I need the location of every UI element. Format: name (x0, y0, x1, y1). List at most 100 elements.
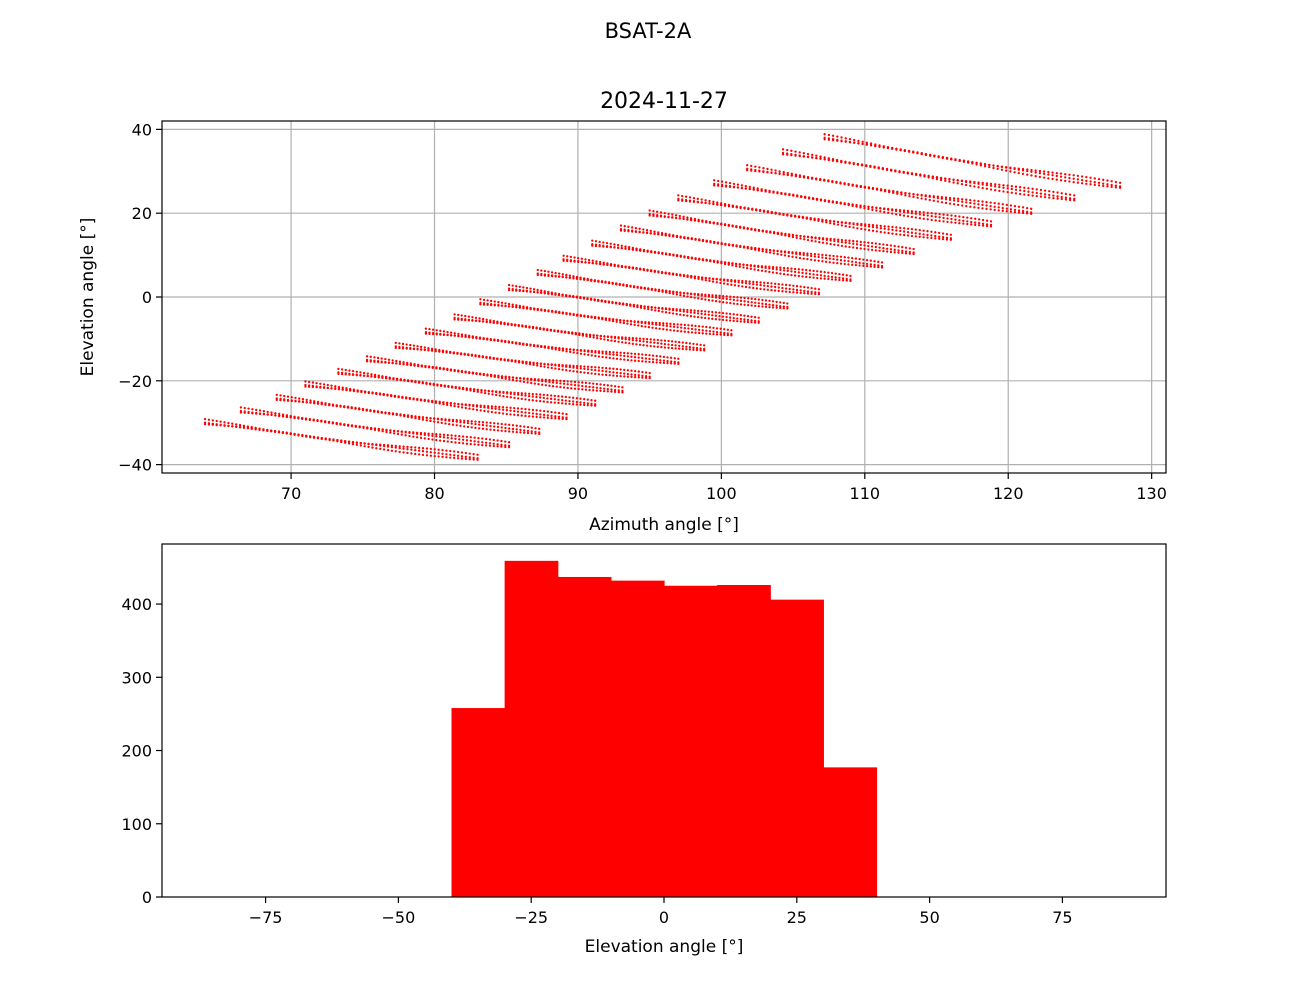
scatter-point (586, 404, 589, 407)
scatter-point (553, 330, 556, 333)
scatter-point (764, 299, 768, 302)
scatter-point (1042, 176, 1046, 179)
scatter-point (809, 217, 812, 220)
scatter-point (776, 191, 779, 194)
scatter-point (938, 231, 941, 235)
scatter-point (415, 431, 419, 434)
scatter-point (354, 407, 357, 410)
histogram-bars (451, 560, 878, 897)
scatter-point (621, 341, 624, 344)
scatter-point (855, 243, 859, 246)
scatter-point (642, 344, 645, 347)
scatter-point (406, 451, 409, 455)
scatter-point (621, 389, 624, 393)
scatter-point (636, 286, 639, 289)
scatter-point (723, 223, 727, 227)
scatter-point (682, 215, 685, 218)
scatter-point (622, 284, 625, 287)
scatter-point (490, 299, 493, 303)
scatter-point (650, 250, 653, 253)
scatter-point (782, 173, 785, 176)
scatter-point (923, 174, 926, 178)
scatter-point (981, 203, 984, 207)
scatter-point (501, 408, 505, 411)
scatter-point (755, 281, 759, 284)
scatter-point (680, 330, 683, 333)
scatter-point (647, 288, 650, 291)
scatter-point (349, 387, 352, 391)
scatter-point (906, 211, 910, 214)
scatter-point (713, 179, 716, 182)
scatter-point (825, 221, 828, 224)
scatter-point (738, 226, 742, 229)
scatter-point (606, 262, 609, 265)
scatter-point (431, 400, 434, 403)
scatter-point (629, 323, 633, 326)
scatter-point (465, 439, 469, 442)
scatter-point (1072, 174, 1075, 177)
scatter-point (792, 291, 795, 294)
scatter-point (434, 348, 437, 351)
scatter-point (316, 402, 320, 405)
scatter-point (412, 347, 416, 350)
scatter-point (647, 321, 651, 324)
scatter-point (592, 386, 595, 389)
x-tick-label: 25 (787, 908, 807, 927)
scatter-point (565, 416, 568, 419)
scatter-point (869, 144, 873, 147)
scatter-point (580, 260, 583, 263)
scatter-point (370, 375, 373, 378)
scatter-point (693, 311, 696, 315)
scatter-point (863, 241, 866, 244)
scatter-point (847, 183, 850, 187)
scatter-point (750, 297, 753, 300)
scatter-point (608, 367, 611, 370)
scatter-point (361, 408, 365, 412)
scatter-point (595, 382, 599, 386)
scatter-point (639, 248, 642, 251)
scatter-point (505, 409, 508, 412)
scatter-point (410, 448, 413, 451)
scatter-point (605, 352, 608, 355)
scatter-point (358, 408, 361, 411)
scatter-point (994, 189, 997, 192)
scatter-point (836, 258, 839, 261)
scatter-point (577, 381, 580, 384)
scatter-point (513, 413, 516, 416)
scatter-point (715, 333, 719, 336)
scatter-point (666, 362, 669, 365)
scatter-point (1039, 195, 1043, 198)
scatter-point (393, 395, 397, 398)
scatter-point (719, 327, 722, 330)
scatter-point (483, 409, 486, 413)
scatter-point (937, 156, 940, 159)
scatter-point (977, 203, 980, 206)
scatter-point (499, 321, 503, 324)
y-tick-label: 0 (142, 288, 152, 307)
scatter-point (472, 408, 475, 411)
scatter-point (973, 206, 976, 209)
scatter-panel: 2024-11-27 70 80 90 100 110 120 130 −40−200204… (78, 89, 1167, 535)
track-3 (304, 380, 568, 421)
scatter-point (480, 389, 483, 392)
scatter-point (839, 259, 843, 262)
scatter-point (836, 255, 839, 258)
scatter-point (692, 348, 695, 351)
scatter-point (849, 274, 852, 277)
scatter-point (450, 440, 453, 444)
scatter-point (540, 308, 543, 311)
y-tick-label: 20 (132, 204, 152, 223)
scatter-point (806, 254, 809, 257)
scatter-point (561, 273, 564, 276)
scatter-point (844, 239, 847, 242)
scatter-point (286, 395, 290, 398)
scatter-point (482, 298, 486, 301)
scatter-point (511, 284, 514, 287)
scatter-point (985, 224, 989, 228)
scatter-point (949, 237, 953, 240)
scatter-point (848, 242, 851, 245)
scatter-point (434, 400, 438, 404)
scatter-point (750, 304, 753, 307)
scatter-point (854, 261, 858, 264)
scatter-point (475, 372, 478, 376)
